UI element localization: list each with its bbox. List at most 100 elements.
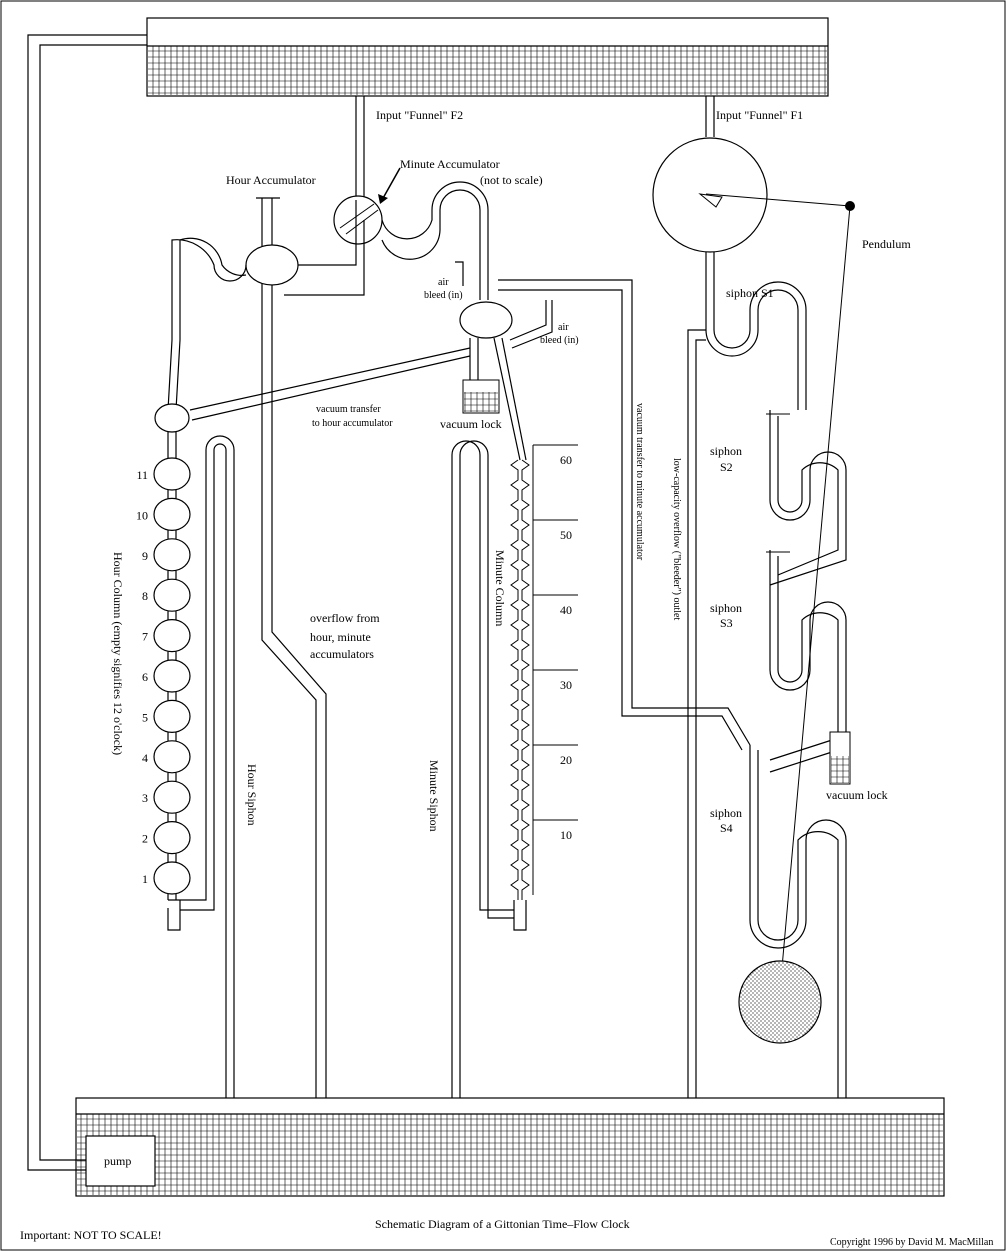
pendulum <box>705 193 855 1044</box>
label-copyright: Copyright 1996 by David M. MacMillan <box>830 1237 993 1248</box>
minute-accumulator <box>333 167 489 300</box>
label-input-funnel-f2: Input "Funnel" F2 <box>376 108 463 122</box>
label-pendulum: Pendulum <box>862 237 911 251</box>
siphon-s3 <box>766 550 847 740</box>
label-air-bleed-1a: air <box>438 277 449 288</box>
label-siphon-s3-b: S3 <box>720 616 733 630</box>
hour-bulb-11 <box>153 457 191 491</box>
label-siphon-s2-a: siphon <box>710 444 742 458</box>
hour-siphon <box>167 435 235 1098</box>
minute-bellows-right <box>521 459 530 900</box>
hour-number-label: 4 <box>142 751 148 765</box>
hour-number-label: 1 <box>142 872 148 886</box>
bottom-reservoir <box>75 1097 945 1197</box>
vacuum-lock-2 <box>829 731 851 785</box>
hour-bulb-1 <box>153 861 191 895</box>
label-vacuum-transfer-hour-a: vacuum transfer <box>316 404 381 415</box>
minute-tick-label: 30 <box>560 678 572 692</box>
hour-bulb-10 <box>153 497 191 532</box>
label-siphon-s1: siphon S1 <box>726 286 774 300</box>
label-vacuum-lock-1: vacuum lock <box>440 417 502 431</box>
hour-bulb-connector <box>167 490 177 499</box>
funnel-f2-pipe <box>355 96 365 200</box>
hour-bulb-connector <box>167 570 177 580</box>
vacuum-transfer-minute-pipe <box>498 279 751 751</box>
label-air-bleed-1b: bleed (in) <box>424 290 463 301</box>
label-air-bleed-2a: air <box>558 322 569 333</box>
hour-bulb-3 <box>153 780 191 814</box>
label-siphon-s2-b: S2 <box>720 460 733 474</box>
label-hour-column: Hour Column (empty signifies 12 o'clock) <box>111 552 125 755</box>
minute-tick-label: 10 <box>560 828 572 842</box>
hour-number-label: 10 <box>136 508 148 522</box>
label-vacuum-transfer-minute: vacuum transfer to minute accumulator <box>634 403 645 561</box>
hour-bulb-connector <box>167 611 177 620</box>
minute-bellows-left <box>510 459 519 900</box>
label-vacuum-lock-2: vacuum lock <box>826 788 888 802</box>
minute-tick-label: 40 <box>560 603 572 617</box>
hour-number-label: 8 <box>142 589 148 603</box>
hour-number-label: 9 <box>142 549 148 563</box>
hour-bulb-connector <box>167 732 177 741</box>
label-caption: Schematic Diagram of a Gittonian Time–Fl… <box>375 1217 630 1231</box>
overflow-bleeder-pipe <box>687 329 706 1098</box>
label-minute-accumulator: Minute Accumulator <box>400 157 500 171</box>
label-pump: pump <box>104 1154 131 1168</box>
minute-tick-labels: 60 50 40 30 20 10 <box>560 453 572 842</box>
overflow-pipe <box>261 300 327 1098</box>
hour-bulb-6 <box>153 659 191 693</box>
hour-number-label: 5 <box>142 710 148 724</box>
label-siphon-s3-a: siphon <box>710 601 742 615</box>
label-air-bleed-2b: bleed (in) <box>540 335 579 346</box>
hour-number-label: 2 <box>142 832 148 846</box>
hour-column-bottom-tube <box>167 894 177 900</box>
siphon-s4 <box>749 739 847 1098</box>
hour-bulb-2 <box>153 820 191 855</box>
label-hour-accumulator: Hour Accumulator <box>226 173 316 187</box>
minute-scale <box>532 444 578 895</box>
label-input-funnel-f1: Input "Funnel" F1 <box>716 108 803 122</box>
label-important-note: Important: NOT TO SCALE! <box>20 1228 162 1242</box>
label-minute-siphon: Minute Siphon <box>427 760 441 832</box>
hour-number-label: 7 <box>142 630 148 644</box>
label-not-to-scale: (not to scale) <box>480 173 543 187</box>
minute-column <box>510 459 530 900</box>
hour-number-label: 11 <box>136 468 148 482</box>
pump-return-pipe <box>27 34 147 1171</box>
label-overflow-b: hour, minute <box>310 630 371 644</box>
hour-bulb-8 <box>153 578 191 612</box>
label-overflow-c: accumulators <box>310 647 374 661</box>
hour-bulb-connector <box>167 530 177 539</box>
hour-bulb-4 <box>153 740 191 774</box>
label-siphon-s4-a: siphon <box>710 806 742 820</box>
hour-bulb-connector <box>167 692 177 701</box>
minute-tick-label: 20 <box>560 753 572 767</box>
hour-bulb-connector <box>167 772 177 782</box>
hour-bulb-connector <box>167 813 177 822</box>
label-siphon-s4-b: S4 <box>720 821 733 835</box>
hour-top-bulb <box>154 403 190 433</box>
hour-column <box>153 403 191 900</box>
siphon-s2 <box>766 410 847 586</box>
vacuum-lock-1 <box>455 261 553 461</box>
pump <box>85 1135 156 1187</box>
hour-number-labels: 11 10 9 8 7 6 5 4 3 2 1 <box>136 468 148 886</box>
label-vacuum-transfer-hour-b: to hour accumulator <box>312 418 393 429</box>
label-minute-column: Minute Column <box>493 550 507 626</box>
hour-bulb-9 <box>153 538 191 572</box>
label-hour-siphon: Hour Siphon <box>245 764 259 826</box>
top-reservoir <box>146 17 829 97</box>
minute-tick-label: 60 <box>560 453 572 467</box>
hour-bulb-5 <box>153 699 191 734</box>
hour-number-label: 3 <box>142 791 148 805</box>
minute-siphon <box>451 440 527 1098</box>
label-overflow-a: overflow from <box>310 611 380 625</box>
minute-tick-label: 50 <box>560 528 572 542</box>
hour-number-label: 6 <box>142 670 148 684</box>
hour-bulb-7 <box>153 618 191 653</box>
hour-bulb-connector <box>167 651 177 660</box>
hour-accumulator <box>167 197 365 411</box>
